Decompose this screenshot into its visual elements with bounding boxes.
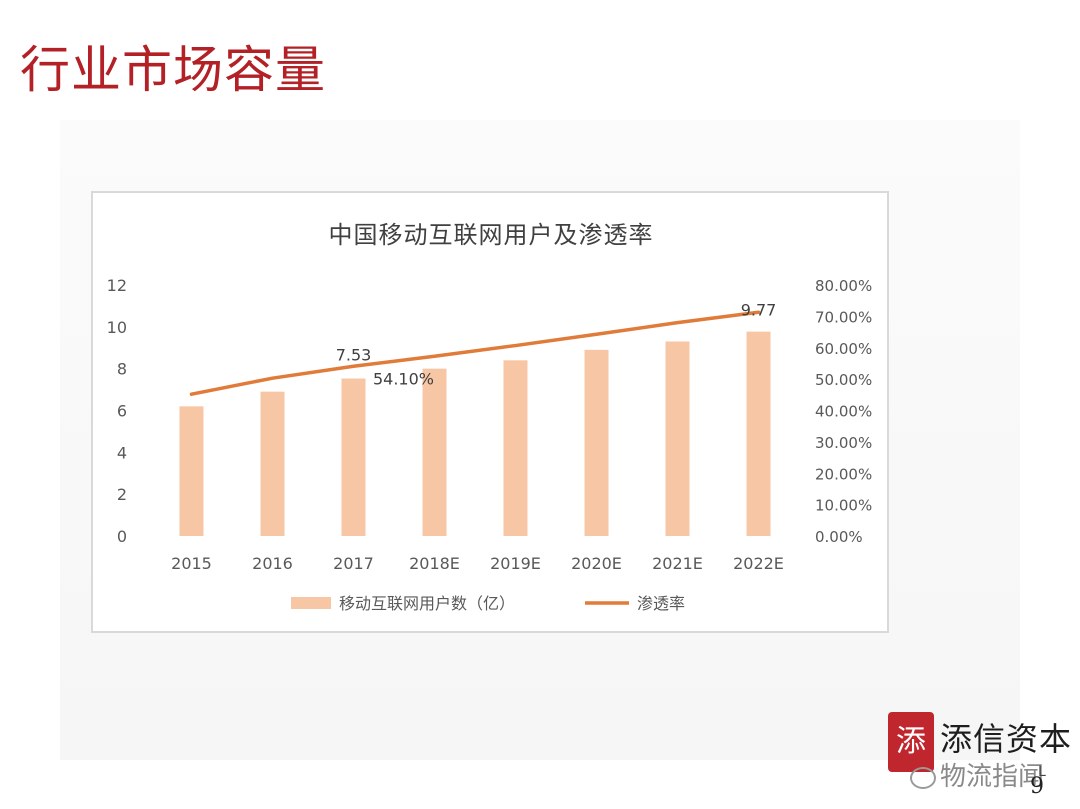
right-tick-label: 10.00%	[815, 497, 872, 515]
watermark-text: 物流指闻	[940, 762, 1045, 792]
brand-caption: L	[1038, 764, 1047, 780]
x-tick-label: 2018E	[409, 554, 460, 573]
left-tick-label: 10	[107, 318, 127, 337]
bar	[584, 349, 609, 536]
line-point	[676, 321, 679, 325]
line-point	[595, 332, 598, 336]
slide-title: 行业市场容量	[20, 41, 326, 99]
line-point	[271, 376, 274, 380]
data-label: 54.10%	[373, 369, 434, 388]
wechat-icon	[910, 766, 936, 789]
bar	[665, 341, 690, 536]
x-tick-label: 2017	[333, 554, 374, 573]
line-point	[352, 364, 355, 368]
bar	[422, 368, 447, 536]
right-tick-label: 20.00%	[815, 465, 872, 483]
bar	[503, 360, 528, 536]
right-tick-label: 0.00%	[815, 528, 863, 546]
line-point	[757, 310, 760, 314]
x-tick-label: 2020E	[571, 554, 622, 573]
brand-logo: 添 添信资本 物流指闻 L	[888, 712, 1078, 802]
chart-container: 中国移动互联网用户及渗透率 0 2 4 6 8 10 12 0.00% 10.00% 20.00…	[91, 191, 889, 633]
x-tick-label: 2016	[252, 554, 293, 573]
right-tick-label: 30.00%	[815, 434, 872, 452]
line-point	[514, 344, 517, 348]
bar	[260, 391, 285, 536]
legend-label-line: 渗透率	[637, 594, 685, 613]
left-tick-label: 12	[107, 276, 127, 295]
right-tick-label: 40.00%	[815, 403, 872, 421]
left-tick-label: 4	[117, 443, 127, 462]
chart-title: 中国移动互联网用户及渗透率	[329, 221, 654, 249]
left-y-axis: 0 2 4 6 8 10 12	[107, 276, 127, 546]
right-y-axis: 0.00% 10.00% 20.00% 30.00% 40.00% 50.00% 60.00…	[815, 277, 872, 546]
line-point	[190, 392, 193, 396]
legend: 移动互联网用户数（亿） 渗透率	[291, 594, 685, 613]
x-tick-label: 2021E	[652, 554, 703, 573]
data-label: 9.77	[741, 301, 777, 320]
brand-name: 添信资本	[940, 720, 1073, 758]
right-tick-label: 70.00%	[815, 308, 872, 326]
line-point	[433, 354, 436, 358]
x-tick-label: 2022E	[733, 554, 784, 573]
right-tick-label: 50.00%	[815, 371, 872, 389]
page-number: 9	[1030, 774, 1044, 799]
combo-chart: 中国移动互联网用户及渗透率 0 2 4 6 8 10 12 0.00% 10.00% 20.00…	[107, 221, 873, 613]
left-tick-label: 8	[117, 360, 127, 379]
brand-seal-icon: 添	[888, 712, 934, 772]
left-tick-label: 2	[117, 485, 127, 504]
x-tick-label: 2015	[171, 554, 212, 573]
data-label: 7.53	[336, 345, 372, 364]
bar	[746, 331, 771, 536]
legend-swatch-bar	[291, 597, 331, 609]
x-axis: 2015 2016 2017 2018E 2019E 2020E 2021E 2022E	[171, 554, 784, 573]
brand-watermark: 物流指闻	[910, 756, 1044, 793]
line-series	[189, 310, 761, 396]
legend-label-bar: 移动互联网用户数（亿）	[339, 594, 515, 613]
left-tick-label: 0	[117, 527, 127, 546]
right-tick-label: 60.00%	[815, 340, 872, 358]
line-path	[189, 310, 761, 396]
right-tick-label: 80.00%	[815, 277, 872, 295]
left-tick-label: 6	[117, 402, 127, 421]
bar	[179, 406, 204, 536]
x-tick-label: 2019E	[490, 554, 541, 573]
bar-series	[179, 331, 771, 536]
bar	[341, 378, 366, 536]
